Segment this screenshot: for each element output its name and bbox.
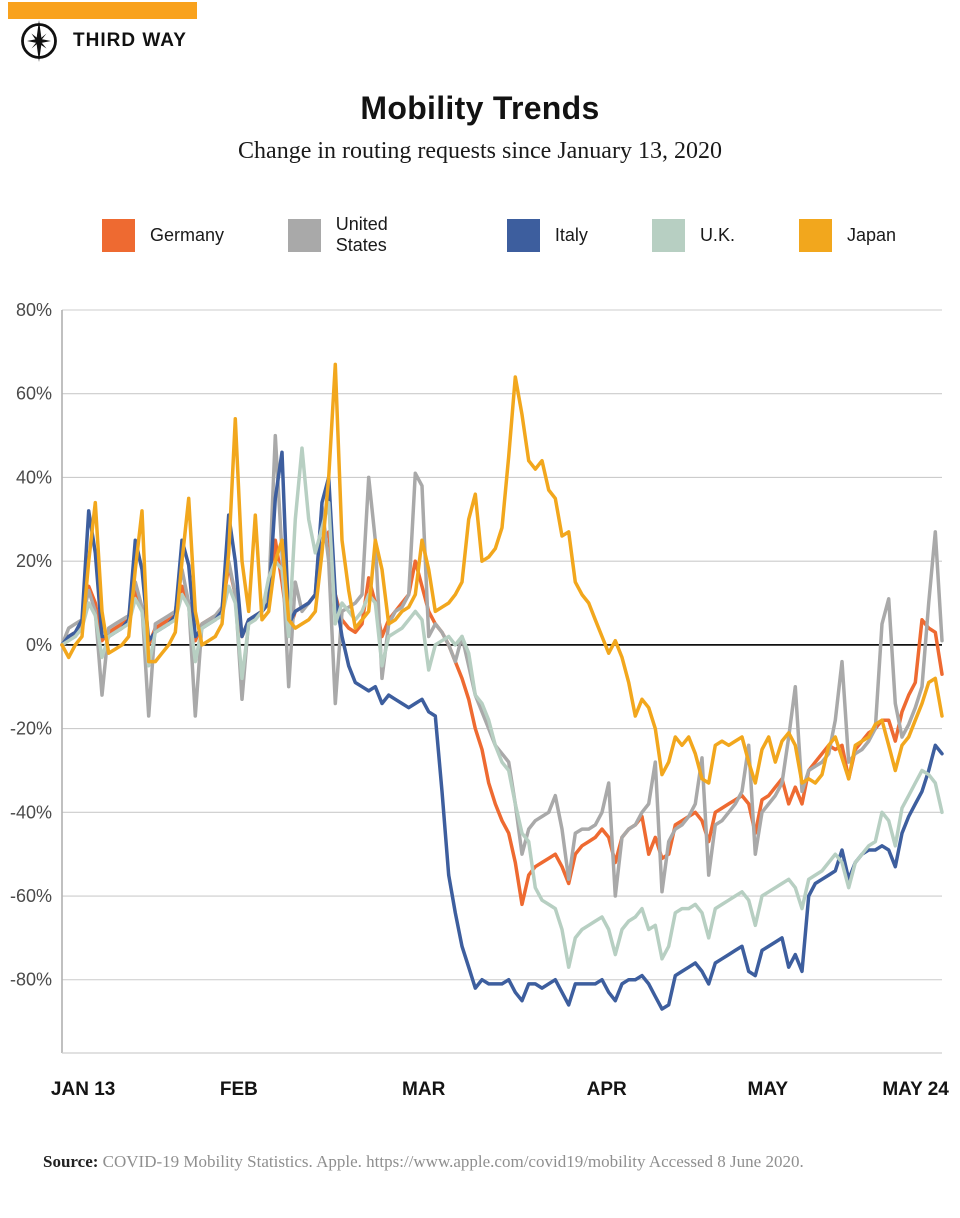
legend-label: Italy	[554, 224, 588, 245]
y-axis-label: 60%	[16, 384, 52, 404]
legend-item-u-k-: U.K.	[651, 218, 735, 252]
series-line-united-states	[60, 433, 944, 898]
legend: Germany United States Italy U.K. Japan	[102, 214, 960, 256]
legend-swatch	[651, 218, 685, 252]
chart-title: Mobility Trends	[360, 90, 600, 126]
y-axis-label: -80%	[10, 970, 52, 990]
legend-label: United States	[335, 214, 388, 255]
y-axis-label: -40%	[10, 802, 52, 822]
top-accent-bar	[8, 2, 197, 19]
x-axis-label: MAY	[748, 1079, 789, 1100]
series-line-italy	[60, 450, 944, 1011]
legend-label: U.K.	[699, 224, 735, 245]
legend-label: Germany	[150, 224, 225, 245]
x-axis-label: JAN 13	[51, 1079, 115, 1100]
y-axis-label: 20%	[16, 551, 52, 571]
x-axis-label: MAY 24	[882, 1079, 949, 1100]
brand-name: THIRD WAY	[73, 30, 187, 51]
x-axis-label: MAR	[402, 1079, 446, 1100]
series-line-u-k-	[60, 446, 944, 969]
legend-swatch	[798, 218, 832, 252]
chart-subtitle: Change in routing requests since January…	[238, 138, 722, 164]
source-label: Source:	[43, 1152, 99, 1171]
x-axis-label: FEB	[220, 1079, 258, 1100]
compass-star-icon	[21, 20, 57, 62]
y-axis-label: 40%	[16, 467, 52, 487]
legend-swatch	[102, 218, 135, 252]
y-axis-label: 0%	[26, 635, 52, 655]
x-axis-label: APR	[587, 1079, 627, 1100]
legend-item-germany: Germany	[102, 218, 225, 252]
source-text: COVID-19 Mobility Statistics. Apple. htt…	[98, 1152, 804, 1171]
source-line: Source: COVID-19 Mobility Statistics. Ap…	[43, 1152, 933, 1172]
y-axis-label: -20%	[10, 719, 52, 739]
chart-area: 80% 60% 40% 20% 0% -20% -40% -60% -80% JAN 13 FEB M…	[0, 290, 960, 1130]
legend-label: Japan	[846, 224, 896, 245]
mobility-line-chart: 80% 60% 40% 20% 0% -20% -40% -60% -80% JAN 13 FEB M…	[10, 300, 949, 1100]
y-axis-label: 80%	[16, 300, 52, 320]
legend-swatch	[506, 218, 540, 252]
brand-logo: THIRD WAY	[15, 17, 187, 65]
legend-swatch	[288, 218, 321, 252]
series-line-japan	[60, 362, 944, 785]
y-axis-label: -60%	[10, 886, 52, 906]
legend-item-italy: Italy	[506, 218, 588, 252]
legend-item-united-states: United States	[288, 214, 443, 256]
legend-item-japan: Japan	[798, 218, 896, 252]
